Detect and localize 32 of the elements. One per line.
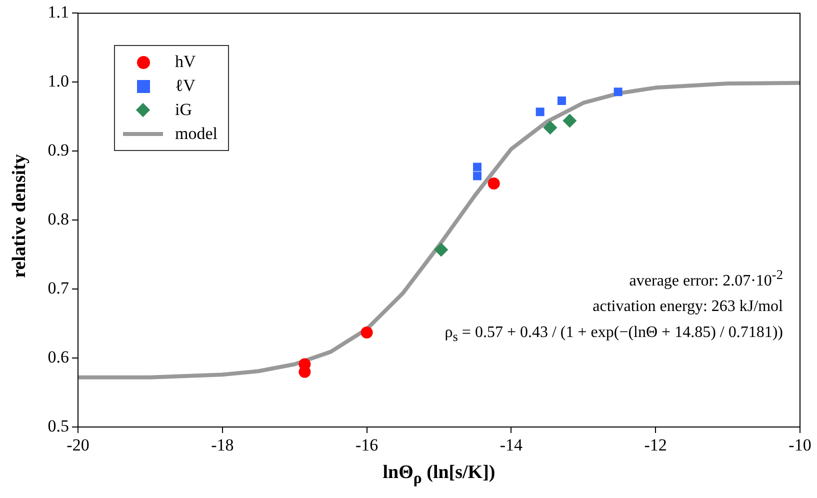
y-axis-title: relative density — [9, 153, 31, 280]
legend-label: hV — [175, 52, 196, 72]
y-tick-label: 1.1 — [48, 2, 69, 22]
y-tick-label: 0.9 — [48, 140, 69, 160]
legend-label: iG — [175, 100, 192, 120]
point — [473, 172, 482, 180]
legend-label: ℓV — [175, 76, 196, 96]
point — [562, 114, 577, 128]
y-tick-label: 1.0 — [48, 72, 69, 91]
legend-label: model — [175, 124, 218, 144]
point — [434, 242, 448, 257]
annotation: average error: 2.07·10$^{-2}$ — [628, 266, 783, 292]
point — [543, 120, 558, 135]
y-tick-label: 0.8 — [48, 210, 69, 229]
x-tick-label: -16 — [355, 436, 378, 455]
x-axis-title: lnΘ$_{ρ}$ (ln[s/K]) — [382, 462, 496, 488]
y-tick-label: 0.6 — [48, 348, 69, 366]
x-tick-label: -14 — [500, 436, 524, 455]
x-tick-label: -12 — [644, 436, 667, 455]
x-tick-label: -20 — [66, 436, 90, 455]
point — [557, 96, 566, 106]
y-tick-label: 0.5 — [48, 416, 69, 436]
x-tick-label: -18 — [211, 436, 234, 455]
annotation: activation energy: 263 kJ/mol — [592, 297, 783, 318]
point — [473, 162, 482, 172]
point — [614, 88, 622, 96]
point — [536, 108, 544, 116]
x-tick-label: -10 — [788, 436, 812, 455]
point — [360, 326, 373, 339]
y-tick-label: 0.7 — [48, 278, 70, 298]
annotation: ρ$_{s}$ = 0.57 + 0.43 / (1 + exp(−(lnΘ + 14.85) / 0.7181)) — [444, 323, 783, 347]
point — [488, 178, 500, 190]
